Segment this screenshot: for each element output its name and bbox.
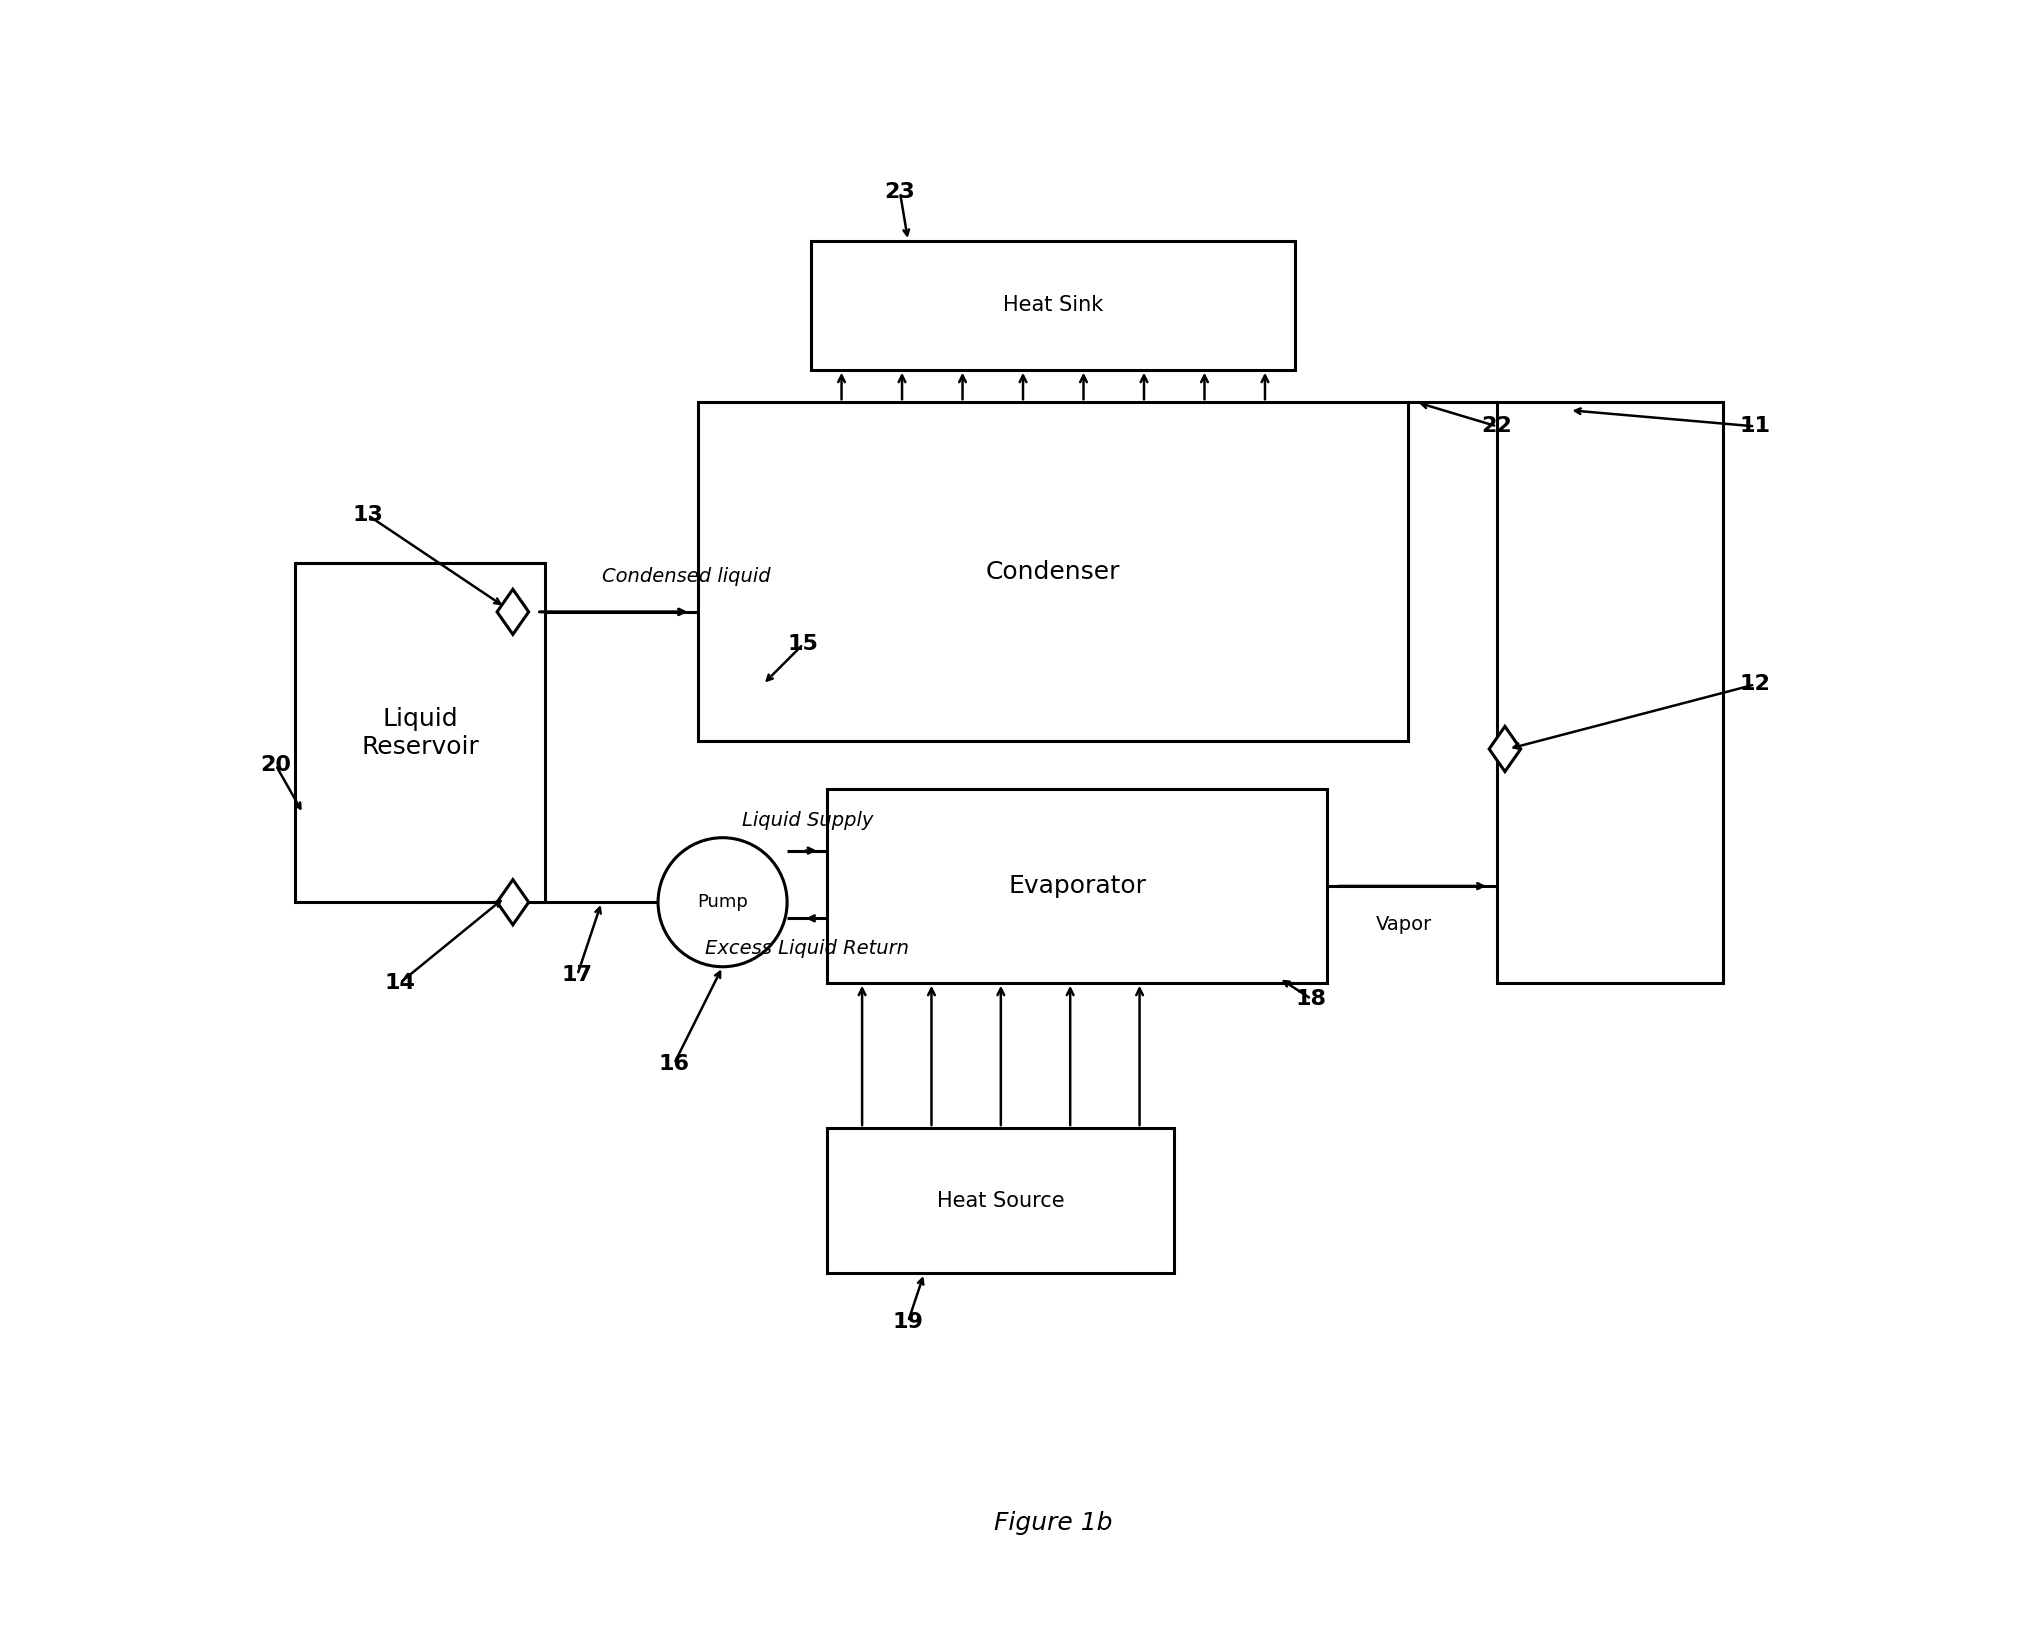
Text: Pump: Pump: [696, 893, 747, 911]
Text: 19: 19: [892, 1311, 923, 1331]
Text: Figure 1b: Figure 1b: [994, 1511, 1113, 1536]
Circle shape: [658, 838, 786, 966]
Text: 15: 15: [788, 635, 819, 654]
Text: 17: 17: [562, 965, 592, 984]
Text: Condensed liquid: Condensed liquid: [602, 568, 770, 586]
Text: 12: 12: [1740, 675, 1770, 695]
Text: Heat Sink: Heat Sink: [1003, 296, 1103, 316]
Text: Condenser: Condenser: [986, 560, 1121, 584]
Text: Vapor: Vapor: [1376, 914, 1431, 934]
Text: 22: 22: [1482, 417, 1513, 436]
Text: Evaporator: Evaporator: [1009, 874, 1146, 898]
Text: 13: 13: [353, 504, 384, 526]
Text: Liquid
Reservoir: Liquid Reservoir: [361, 708, 480, 758]
Text: 14: 14: [384, 973, 415, 992]
Text: 16: 16: [660, 1054, 690, 1074]
Bar: [296, 563, 545, 903]
Bar: [1497, 402, 1723, 983]
Text: Heat Source: Heat Source: [937, 1191, 1064, 1210]
Text: 18: 18: [1297, 989, 1327, 1009]
Text: 11: 11: [1740, 417, 1770, 436]
Bar: [827, 789, 1327, 983]
Polygon shape: [1489, 726, 1521, 771]
Bar: [827, 1128, 1174, 1274]
Text: Excess Liquid Return: Excess Liquid Return: [704, 939, 909, 958]
Polygon shape: [496, 880, 529, 924]
Polygon shape: [496, 589, 529, 635]
Text: 23: 23: [884, 182, 915, 202]
Text: Liquid Supply: Liquid Supply: [741, 810, 872, 830]
Text: 20: 20: [259, 755, 292, 774]
Bar: [811, 241, 1295, 369]
Bar: [698, 402, 1409, 740]
